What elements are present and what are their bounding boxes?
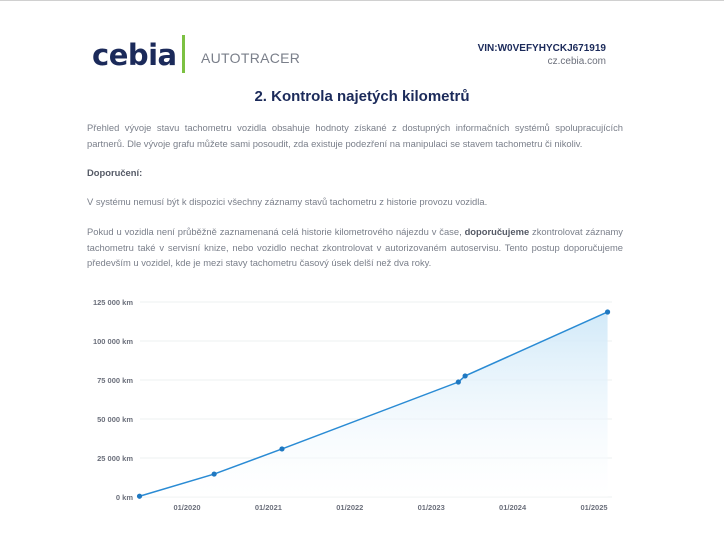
series-line bbox=[139, 311, 608, 497]
page-title: 2. Kontrola najetých kilometrů bbox=[254, 88, 470, 105]
note-paragraph: V systému nemusí být k dispozici všechny… bbox=[87, 196, 488, 207]
cebia-logo: cebia bbox=[92, 38, 177, 72]
advice-paragraph: Pokud u vozidla není průběžně zaznamenan… bbox=[87, 224, 623, 271]
y-tick-label: 100 000 km bbox=[93, 337, 133, 346]
y-tick-label: 0 km bbox=[116, 493, 133, 502]
y-tick-label: 125 000 km bbox=[93, 298, 133, 307]
data-point bbox=[462, 373, 468, 379]
data-point bbox=[136, 493, 143, 499]
data-point bbox=[604, 309, 611, 315]
advice-text-2: zkontrolovat záznamy tachometru také v s… bbox=[87, 226, 623, 269]
recommendation-heading: Doporučení: bbox=[87, 167, 143, 178]
y-tick-label: 50 000 km bbox=[97, 415, 133, 424]
area-fill bbox=[139, 311, 608, 497]
x-tick-label: 01/2022 bbox=[336, 503, 363, 512]
data-point bbox=[211, 471, 217, 477]
logo-divider bbox=[182, 35, 185, 73]
vin-number: VIN:W0VEFYHYCKJ671919 bbox=[477, 43, 606, 54]
top-border bbox=[0, 0, 724, 1]
x-tick-label: 01/2023 bbox=[418, 503, 445, 512]
data-point bbox=[455, 379, 461, 385]
product-name: AUTOTRACER bbox=[201, 50, 301, 66]
x-tick-label: 01/2020 bbox=[173, 503, 200, 512]
intro-paragraph: Přehled vývoje stavu tachometru vozidla … bbox=[87, 122, 623, 149]
x-tick-label: 01/2021 bbox=[255, 503, 282, 512]
y-tick-label: 75 000 km bbox=[97, 376, 133, 385]
x-tick-label: 01/2024 bbox=[499, 503, 527, 512]
x-tick-label: 01/2025 bbox=[580, 503, 607, 512]
y-tick-label: 25 000 km bbox=[97, 454, 133, 463]
data-point bbox=[279, 446, 285, 452]
website: cz.cebia.com bbox=[547, 56, 606, 67]
advice-bold: doporučujeme bbox=[464, 226, 530, 237]
advice-text: Pokud u vozidla není průběžně zaznamenan… bbox=[87, 226, 465, 237]
